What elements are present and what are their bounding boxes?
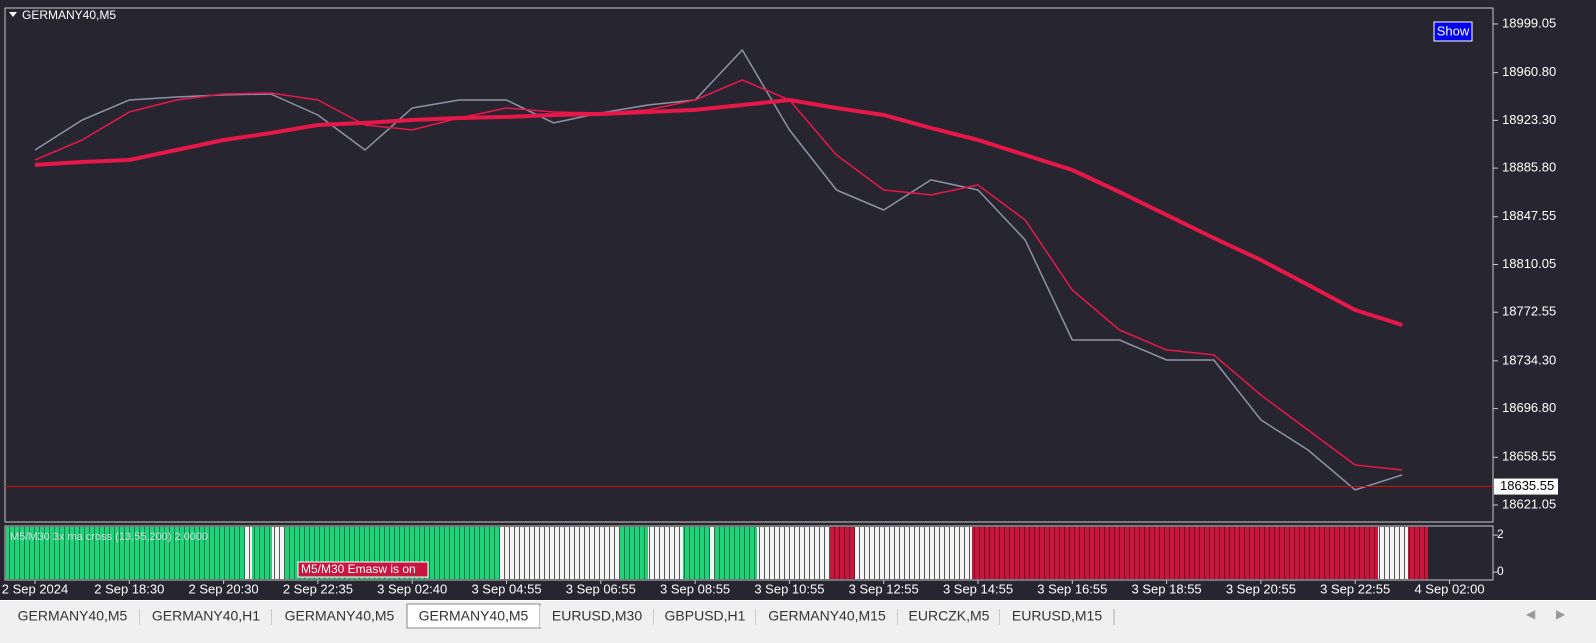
x-tick-label: 3 Sep 20:55 [1226,581,1296,596]
alert-box [297,561,429,578]
tab-label[interactable]: EURUSD,M30 [552,608,642,624]
x-tick-label: 3 Sep 10:55 [754,581,824,596]
x-tick-label: 3 Sep 12:55 [849,581,919,596]
x-tick-label: 4 Sep 02:00 [1414,581,1484,596]
y-tick-label: 18772.55 [1502,304,1556,319]
tab[interactable] [898,606,1000,627]
scroll-right[interactable]: ▶ [1556,607,1566,621]
tab-label[interactable]: EURCZK,M5 [909,608,990,624]
y-tick-label: 18810.05 [1502,256,1556,271]
tab-label[interactable]: GERMANY40,M15 [768,608,886,624]
y-tick-label: 18658.55 [1502,449,1556,464]
x-tick-label: 3 Sep 14:55 [943,581,1013,596]
indicator-panel [4,525,1494,581]
show-button-label[interactable]: Show [1437,23,1470,38]
y-tick-label: 18847.55 [1502,208,1556,223]
tab[interactable] [1000,606,1114,627]
y-tick-label: 18696.80 [1502,400,1556,415]
y-tick-label: 18885.80 [1502,160,1556,175]
x-tick-label: 3 Sep 02:40 [377,581,447,596]
symbol-label: GERMANY40,M5 [22,8,116,22]
indicator-tick-label: 0 [1497,564,1504,578]
y-tick-label: 18621.05 [1502,496,1556,511]
x-tick-label: 2 Sep 18:30 [94,581,164,596]
x-tick-label: 3 Sep 08:55 [660,581,730,596]
y-tick-label: 18960.80 [1502,64,1556,79]
x-tick-label: 2 Sep 2024 [2,581,69,596]
tab-label[interactable]: GERMANY40,M5 [419,608,529,624]
price-line [34,49,1403,491]
show-button[interactable] [1433,21,1473,42]
current-price-box [1494,478,1558,495]
x-tick-label: 3 Sep 06:55 [566,581,636,596]
alert-text: M5/M30 Emasw is on [301,562,416,576]
x-tick-label: 2 Sep 22:35 [283,581,353,596]
tab[interactable] [272,606,407,627]
x-tick-label: 2 Sep 20:30 [189,581,259,596]
collapse-arrow[interactable] [9,12,17,17]
tab-label[interactable]: GERMANY40,M5 [285,608,395,624]
ma-fast-line [34,79,1403,471]
tab[interactable] [540,606,654,627]
tab-label[interactable]: GERMANY40,M5 [18,608,128,624]
y-tick-label: 18734.30 [1502,352,1556,367]
indicator-title: M5/M30 3x ma cross (13,55,200) 2.0000 [10,531,208,543]
x-tick-label: 3 Sep 04:55 [471,581,541,596]
tab[interactable] [756,606,898,627]
tab[interactable] [5,606,140,627]
indicator-stripes [6,527,1428,579]
x-tick-label: 3 Sep 16:55 [1037,581,1107,596]
main-panel [4,7,1494,523]
y-tick-label: 18999.05 [1502,15,1556,30]
x-tick-label: 3 Sep 22:55 [1320,581,1390,596]
ma-slow-line [34,98,1403,327]
tab-label[interactable]: EURUSD,M15 [1012,608,1102,624]
scroll-left[interactable]: ◀ [1526,607,1536,621]
indicator-tick-label: 2 [1497,527,1504,541]
chart-background [0,0,1596,600]
y-tick-label: 18923.30 [1502,112,1556,127]
tab-label[interactable]: GBPUSD,H1 [665,608,746,624]
tab[interactable] [654,606,756,627]
current-price-label: 18635.55 [1500,478,1554,493]
x-tick-label: 3 Sep 18:55 [1132,581,1202,596]
tab-label[interactable]: GERMANY40,H1 [152,608,260,624]
tab[interactable] [140,606,272,627]
